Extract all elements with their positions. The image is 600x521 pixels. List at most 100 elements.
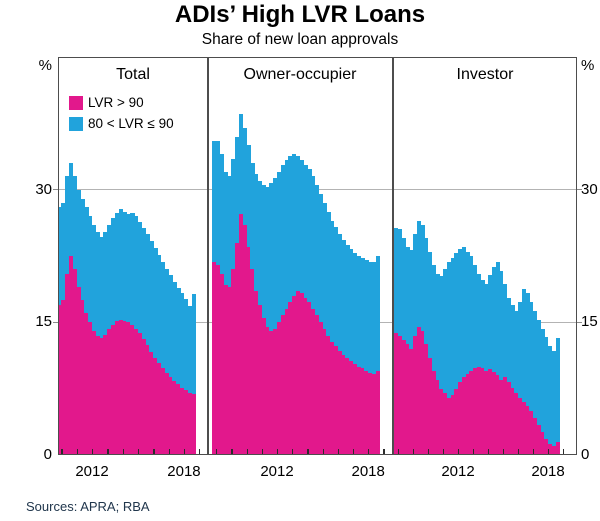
x-axis-year-label: 2018 [167,463,201,480]
bar-segment-lvr-gt-90 [227,286,232,455]
panel-title-total: Total [116,66,150,83]
bar-segment-lvr-gt-90 [168,377,173,455]
bar-segment-lvr-80-90 [280,164,285,316]
bar-segment-lvr-gt-90 [141,339,147,455]
bar-segment-lvr-gt-90 [375,370,380,455]
bar-segment-lvr-gt-90 [431,370,436,455]
bar-segment-lvr-80-90 [269,182,274,332]
bar-segment-lvr-gt-90 [265,326,270,455]
bar-segment-lvr-gt-90 [510,387,515,455]
x-axis-year-tick [261,448,263,454]
x-axis-year-tick [92,448,94,454]
bar-segment-lvr-80-90 [525,293,530,407]
bar-segment-lvr-gt-90 [555,441,560,455]
bar-segment-lvr-80-90 [409,249,414,349]
bar-segment-lvr-80-90 [84,207,89,314]
bar-segment-lvr-80-90 [130,212,135,325]
x-axis-year-tick [216,448,218,454]
bar-segment-lvr-gt-90 [499,379,504,455]
x-axis-year-tick [76,448,78,454]
bar-segment-lvr-80-90 [551,350,556,447]
x-axis-year-label: 2018 [531,463,565,480]
bar-segment-lvr-gt-90 [491,371,496,455]
panel-divider [207,57,209,455]
bar-segment-lvr-80-90 [265,187,270,327]
bar-segment-lvr-80-90 [239,114,244,214]
bar-segment-lvr-80-90 [476,273,481,367]
bar-segment-lvr-80-90 [157,255,162,363]
bar-segment-lvr-80-90 [303,164,308,298]
bar-segment-lvr-gt-90 [242,225,247,455]
bar-segment-lvr-gt-90 [130,324,135,455]
bar-segment-lvr-80-90 [484,284,489,371]
bar-segment-lvr-80-90 [118,209,124,320]
bar-segment-lvr-80-90 [401,238,406,340]
bar-segment-lvr-gt-90 [420,331,425,455]
bar-segment-lvr-gt-90 [461,377,466,455]
bar-segment-lvr-80-90 [372,262,377,374]
bar-segment-lvr-gt-90 [180,387,185,455]
bar-segment-lvr-gt-90 [529,410,534,455]
x-axis-year-tick [548,448,550,454]
bar-segment-lvr-gt-90 [424,344,429,455]
y-axis-tick-label-left: 0 [43,446,52,463]
bar-segment-lvr-gt-90 [149,351,154,455]
bar-segment-lvr-80-90 [187,306,193,394]
bar-segment-lvr-gt-90 [118,319,124,455]
bar-segment-lvr-80-90 [216,141,221,265]
x-axis-year-tick [107,448,109,454]
bar-segment-lvr-80-90 [364,260,369,371]
bar-segment-lvr-gt-90 [307,301,312,455]
bar-segment-lvr-gt-90 [345,357,350,455]
bar-segment-lvr-gt-90 [92,331,97,455]
bar-segment-lvr-gt-90 [191,393,196,455]
x-axis-year-tick [428,448,430,454]
y-axis-tick-label-right: 15 [581,313,598,331]
x-axis-year-tick [413,448,415,454]
bar-segment-lvr-gt-90 [525,406,530,455]
x-axis-year-tick [368,448,370,454]
bar-segment-lvr-80-90 [529,301,534,411]
bar-segment-lvr-80-90 [126,214,131,323]
bar-segment-lvr-gt-90 [176,384,181,455]
bar-segment-lvr-gt-90 [95,335,101,455]
y-axis-unit-right: % [581,57,595,74]
x-axis-year-label: 2012 [75,463,109,480]
x-axis-year-tick [353,448,355,454]
bar-segment-lvr-gt-90 [495,375,500,455]
legend-label: LVR > 90 [88,95,144,110]
bar-segment-lvr-gt-90 [450,394,455,455]
bar-segment-lvr-80-90 [506,297,511,383]
bar-segment-lvr-gt-90 [183,390,189,455]
bar-segment-lvr-gt-90 [398,335,403,455]
bar-segment-lvr-80-90 [114,212,120,322]
bar-segment-lvr-80-90 [491,266,496,372]
bar-segment-lvr-gt-90 [134,328,139,455]
bar-segment-lvr-80-90 [431,264,436,371]
bar-segment-lvr-80-90 [242,127,247,226]
bar-segment-lvr-80-90 [65,176,70,274]
bar-segment-lvr-80-90 [514,310,519,394]
x-axis-year-tick [61,448,63,454]
y-axis-tick-label-right: 0 [581,446,590,463]
panel-frame [58,57,577,455]
bar-segment-lvr-80-90 [521,288,526,402]
bar-segment-lvr-gt-90 [277,322,282,455]
bar-segment-lvr-gt-90 [145,345,150,455]
bar-segment-lvr-gt-90 [330,341,335,455]
bar-segment-lvr-80-90 [246,145,251,248]
bar-segment-lvr-gt-90 [303,297,308,455]
bar-segment-lvr-gt-90 [160,368,166,455]
bar-segment-lvr-gt-90 [443,393,448,455]
bar-segment-lvr-80-90 [518,301,523,398]
bar-segment-lvr-gt-90 [428,357,433,455]
legend-item-lvr-80-90: 80 < LVR ≤ 90 [69,116,174,131]
bar-segment-lvr-80-90 [299,160,304,294]
bar-segment-lvr-80-90 [315,185,320,316]
x-axis-year-tick [153,448,155,454]
bar-segment-lvr-80-90 [439,276,444,389]
bar-segment-lvr-gt-90 [280,315,285,455]
x-axis-year-tick [322,448,324,454]
bar-segment-lvr-gt-90 [250,269,255,455]
